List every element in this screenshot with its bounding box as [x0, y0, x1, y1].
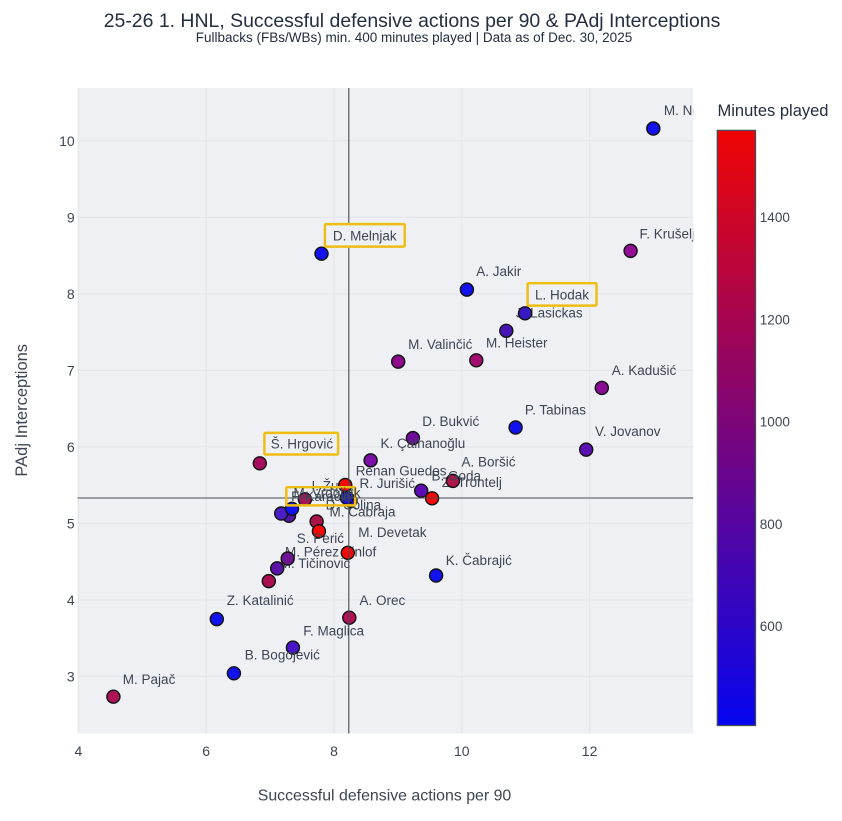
svg-text:Renan Guedes: Renan Guedes — [356, 463, 447, 478]
svg-text:12: 12 — [582, 743, 598, 759]
svg-text:5: 5 — [67, 515, 75, 531]
svg-text:P. Tabinas: P. Tabinas — [525, 403, 586, 418]
svg-text:A. Jakir: A. Jakir — [476, 264, 522, 279]
svg-text:F. Maglica: F. Maglica — [303, 624, 364, 639]
svg-text:M. Valinčić: M. Valinčić — [408, 337, 473, 352]
svg-text:A. Kadušić: A. Kadušić — [612, 363, 677, 378]
svg-text:10: 10 — [59, 133, 75, 149]
svg-text:K. Çalhanoğlu: K. Çalhanoğlu — [381, 436, 466, 451]
svg-text:4: 4 — [67, 592, 75, 608]
svg-text:J. Lasickas: J. Lasickas — [516, 305, 583, 320]
svg-text:L. Hodak: L. Hodak — [535, 287, 589, 302]
svg-text:M. Heister: M. Heister — [486, 335, 548, 350]
svg-text:Fullbacks (FBs/WBs) min. 400 m: Fullbacks (FBs/WBs) min. 400 minutes pla… — [196, 30, 632, 45]
svg-text:A. Orec: A. Orec — [360, 593, 406, 608]
svg-text:8: 8 — [330, 743, 338, 759]
svg-text:4: 4 — [75, 743, 83, 759]
svg-text:B. Goda: B. Goda — [432, 469, 482, 484]
svg-text:M. Pajač: M. Pajač — [123, 672, 176, 687]
svg-text:600: 600 — [760, 619, 783, 634]
svg-text:Z. Katalinić: Z. Katalinić — [227, 593, 294, 608]
svg-text:3: 3 — [67, 668, 75, 684]
svg-text:Š. Hrgović: Š. Hrgović — [271, 436, 334, 451]
svg-text:R. Jurišić: R. Jurišić — [360, 476, 416, 491]
svg-text:800: 800 — [760, 517, 783, 532]
svg-text:M. Cabraja: M. Cabraja — [330, 505, 397, 520]
svg-text:1000: 1000 — [760, 415, 790, 430]
svg-text:9: 9 — [67, 209, 75, 225]
svg-text:D. Melnjak: D. Melnjak — [333, 228, 397, 243]
svg-text:10: 10 — [454, 743, 470, 759]
svg-text:F. Karačić: F. Karačić — [291, 489, 351, 504]
svg-text:PAdj Interceptions: PAdj Interceptions — [13, 344, 31, 477]
svg-text:8: 8 — [67, 286, 75, 302]
svg-text:Minutes played: Minutes played — [718, 102, 829, 120]
svg-text:M. Devetak: M. Devetak — [358, 525, 427, 540]
svg-text:Successful defensive actions p: Successful defensive actions per 90 — [258, 788, 512, 805]
svg-text:F. Krušelj: F. Krušelj — [640, 226, 696, 241]
svg-text:S. Perić: S. Perić — [297, 531, 345, 546]
svg-text:V. Jovanov: V. Jovanov — [595, 424, 661, 439]
svg-text:1400: 1400 — [760, 210, 790, 225]
svg-text:A. Boršić: A. Boršić — [462, 454, 516, 469]
svg-text:M. Vrdoljak: M. Vrdoljak — [294, 486, 361, 501]
svg-text:K. Čabrajić: K. Čabrajić — [446, 553, 512, 568]
svg-text:6: 6 — [202, 743, 210, 759]
svg-text:6: 6 — [67, 439, 75, 455]
svg-text:D. Bukvić: D. Bukvić — [422, 414, 479, 429]
svg-text:1200: 1200 — [760, 313, 790, 328]
svg-text:M. Tičinović: M. Tičinović — [280, 556, 351, 571]
svg-text:B. Bogojević: B. Bogojević — [245, 648, 320, 663]
svg-text:M. Ndockyt: M. Ndockyt — [664, 103, 732, 118]
svg-text:25-26 1. HNL, Successful defen: 25-26 1. HNL, Successful defensive actio… — [104, 10, 721, 32]
svg-text:7: 7 — [67, 362, 75, 378]
